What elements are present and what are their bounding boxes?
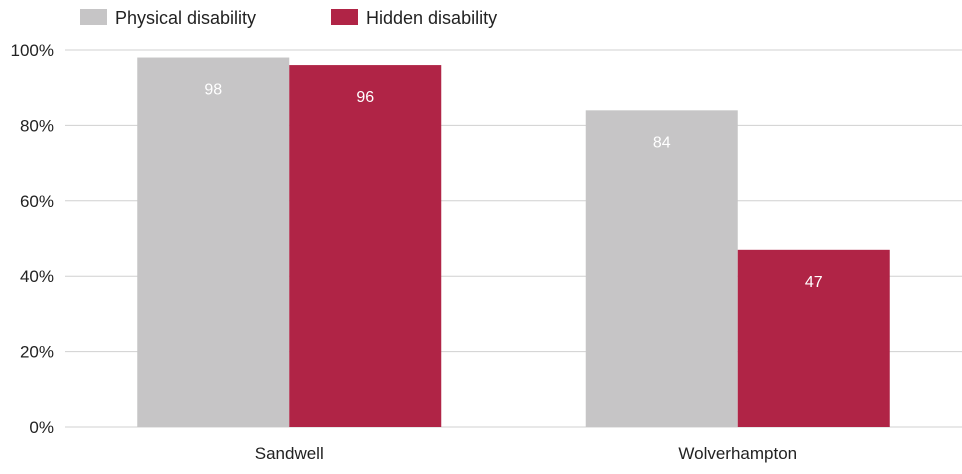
y-axis-ticks: 0% 20% 40% 60% 80% 100% bbox=[11, 41, 54, 437]
y-tick-label-3: 60% bbox=[20, 192, 54, 211]
y-tick-label-1: 20% bbox=[20, 343, 54, 362]
data-label-1-1: 47 bbox=[805, 274, 823, 291]
bars bbox=[137, 57, 890, 427]
y-tick-label-2: 40% bbox=[20, 267, 54, 286]
bar-1-0 bbox=[585, 110, 738, 427]
legend: Physical disability Hidden disability bbox=[80, 8, 497, 28]
data-label-1-0: 84 bbox=[653, 134, 671, 151]
data-label-0-0: 98 bbox=[204, 82, 222, 99]
y-tick-label-0: 0% bbox=[29, 418, 54, 437]
data-labels: 98 96 84 47 bbox=[204, 82, 822, 291]
bar-0-1 bbox=[289, 65, 442, 427]
y-tick-label-5: 100% bbox=[11, 41, 54, 60]
category-label-1: Wolverhampton bbox=[678, 444, 797, 463]
bar-0-0 bbox=[137, 57, 290, 427]
legend-label-0: Physical disability bbox=[115, 8, 256, 28]
x-axis-categories: Sandwell Wolverhampton bbox=[255, 444, 797, 463]
bar-1-1 bbox=[737, 249, 890, 427]
legend-swatch-0 bbox=[80, 9, 107, 25]
legend-swatch-1 bbox=[331, 9, 358, 25]
legend-label-1: Hidden disability bbox=[366, 8, 497, 28]
y-tick-label-4: 80% bbox=[20, 116, 54, 135]
category-label-0: Sandwell bbox=[255, 444, 324, 463]
data-label-0-1: 96 bbox=[356, 89, 374, 106]
